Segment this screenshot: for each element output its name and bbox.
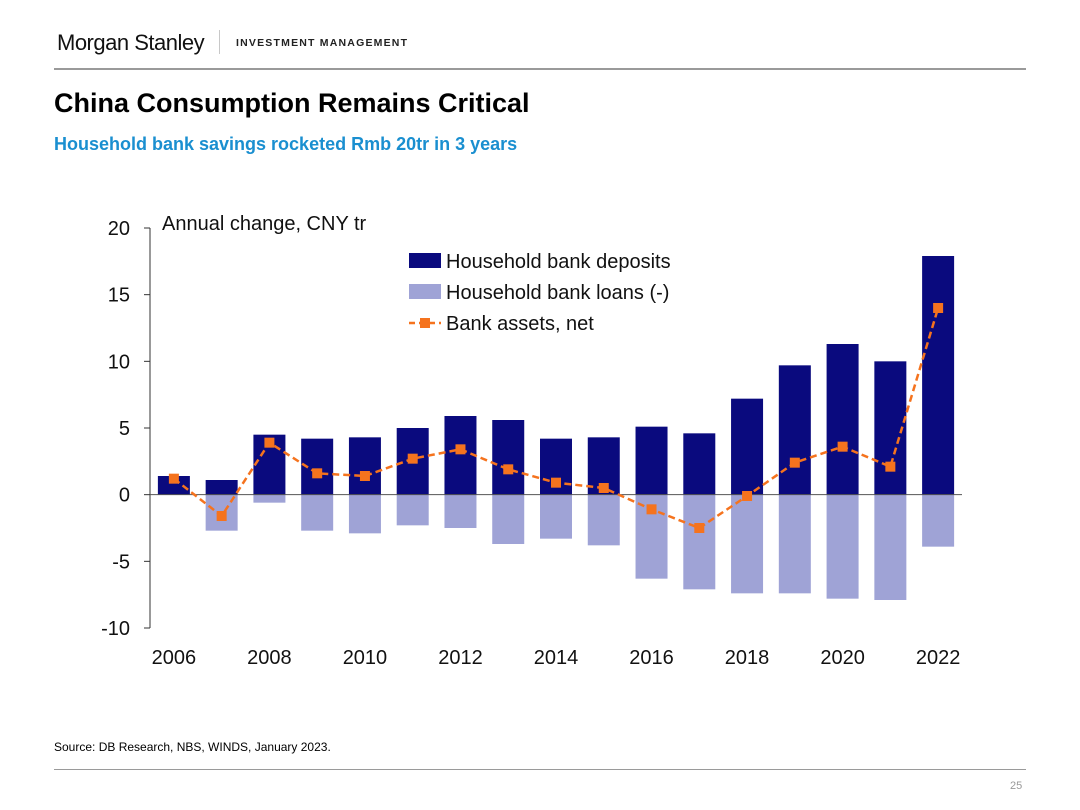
header-rule <box>54 68 1026 70</box>
legend-swatch-deposits <box>409 253 441 268</box>
deposit-bar-2012 <box>444 416 477 495</box>
division-label: INVESTMENT MANAGEMENT <box>236 37 409 49</box>
loans-bars <box>205 494 955 600</box>
net-point-2008 <box>264 437 275 448</box>
deposit-bar-2010 <box>348 437 381 495</box>
loan-bar-2015 <box>587 494 620 546</box>
brand-logo: Morgan Stanley <box>57 30 205 55</box>
y-tick-label: 0 <box>119 485 130 507</box>
legend-swatch-loans <box>409 284 441 299</box>
deposit-bar-2017 <box>683 433 716 495</box>
net-point-2010 <box>359 471 370 481</box>
x-tick-label: 2006 <box>152 647 197 669</box>
x-tick-label: 2010 <box>343 647 388 669</box>
page-title: China Consumption Remains Critical <box>54 88 530 118</box>
x-tick-label: 2016 <box>629 647 674 669</box>
loan-bar-2010 <box>348 494 381 534</box>
deposit-bar-2019 <box>778 365 811 495</box>
net-point-2014 <box>551 477 561 488</box>
x-tick-label: 2014 <box>534 647 579 669</box>
net-point-2006 <box>168 473 179 484</box>
y-tick-label: 5 <box>119 418 130 440</box>
chart-axes: 20 15 10 5 0 -5 -10 2006 2008 2010 2012 2014 2016 201… <box>101 218 962 669</box>
net-point-2017 <box>694 523 705 533</box>
deposit-bar-2022 <box>922 256 955 495</box>
footer-rule <box>54 769 1026 770</box>
x-tick-label: 2018 <box>725 647 770 669</box>
loan-bar-2008 <box>253 494 286 503</box>
net-point-2019 <box>789 457 800 468</box>
loan-bar-2022 <box>922 494 955 547</box>
y-tick-label: 20 <box>108 218 130 240</box>
loan-bar-2012 <box>444 494 477 528</box>
page-subtitle: Household bank savings rocketed Rmb 20tr… <box>54 134 518 154</box>
legend-label-deposits: Household bank deposits <box>446 251 671 273</box>
loan-bar-2017 <box>683 494 716 590</box>
loan-bar-2021 <box>874 494 907 600</box>
net-point-2009 <box>312 468 323 479</box>
x-tick-label: 2022 <box>916 647 961 669</box>
net-point-2022 <box>933 303 944 313</box>
deposit-bar-2013 <box>492 420 525 495</box>
loan-bar-2009 <box>301 494 334 531</box>
y-tick-label: 10 <box>108 351 130 373</box>
net-point-2021 <box>885 461 896 472</box>
legend-marker-net <box>420 318 430 328</box>
legend-label-loans: Household bank loans (-) <box>446 282 669 304</box>
chart-legend: Household bank deposits Household bank l… <box>409 251 671 335</box>
legend-label-net: Bank assets, net <box>446 313 594 335</box>
net-point-2020 <box>837 441 848 452</box>
loan-bar-2014 <box>540 494 572 539</box>
net-line-series <box>168 303 944 533</box>
x-tick-label: 2012 <box>438 647 483 669</box>
net-point-2016 <box>646 504 657 515</box>
page-number: 25 <box>1010 780 1023 792</box>
loan-bar-2020 <box>826 494 859 599</box>
deposit-bar-2016 <box>635 426 668 495</box>
deposit-bar-2020 <box>826 344 859 495</box>
net-point-2015 <box>598 483 609 493</box>
brand-divider <box>219 30 220 54</box>
net-point-2007 <box>216 511 227 521</box>
x-tick-label: 2008 <box>247 647 292 669</box>
loan-bar-2019 <box>778 494 811 594</box>
net-point-2018 <box>742 491 753 501</box>
loan-bar-2018 <box>731 494 764 594</box>
y-tick-label: 15 <box>108 285 130 307</box>
y-tick-label: -10 <box>101 618 130 640</box>
loan-bar-2013 <box>492 494 525 544</box>
deposit-bar-2007 <box>205 480 238 495</box>
deposit-bar-2006 <box>157 476 190 495</box>
loan-bar-2011 <box>396 494 429 526</box>
net-point-2011 <box>407 453 418 464</box>
y-tick-label: -5 <box>112 551 130 573</box>
x-tick-label: 2020 <box>820 647 865 669</box>
deposit-bar-2018 <box>731 398 764 495</box>
source-note: Source: DB Research, NBS, WINDS, January… <box>54 740 331 754</box>
y-axis-label: Annual change, CNY tr <box>162 213 367 235</box>
net-point-2013 <box>503 464 514 475</box>
net-point-2012 <box>455 444 466 455</box>
